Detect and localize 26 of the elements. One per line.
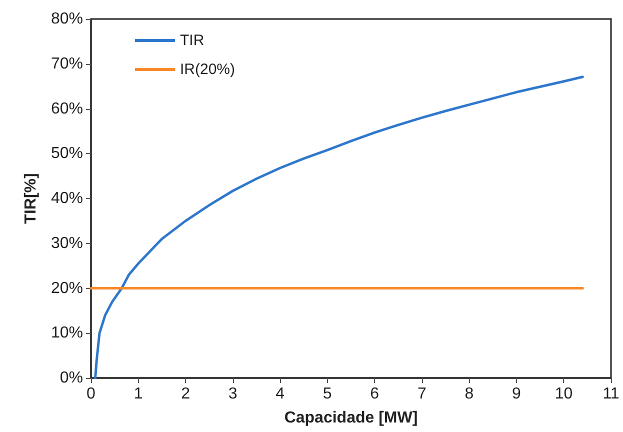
- y-tick-label: 20%: [50, 280, 83, 297]
- x-tick-label: 7: [417, 386, 426, 402]
- y-tick-label: 40%: [50, 190, 83, 207]
- x-tick-label: 11: [602, 386, 620, 402]
- x-tick-label: 0: [86, 386, 96, 402]
- x-tick-label: 9: [512, 386, 521, 402]
- line-series: [94, 76, 584, 380]
- y-tick-label: 0%: [60, 370, 83, 386]
- x-tick-label: 8: [464, 386, 474, 402]
- x-tick-label: 2: [181, 386, 190, 402]
- x-tick-label: 10: [554, 386, 573, 402]
- y-tick-label: 60%: [50, 100, 83, 118]
- y-tick-label: 70%: [50, 55, 83, 72]
- x-tick-label: 4: [276, 386, 285, 402]
- legend-label: IR(20%): [180, 61, 236, 78]
- y-tick-label: 10%: [50, 324, 83, 342]
- x-tick-label: 5: [322, 386, 332, 402]
- x-tick-label: 3: [228, 386, 238, 402]
- legend-label: TIR: [180, 32, 204, 49]
- x-tick-label: 1: [134, 386, 143, 402]
- x-axis-title: Capacidade [MW]: [284, 410, 418, 426]
- y-axis-title: TIR[%]: [22, 173, 40, 224]
- x-tick-label: 6: [370, 386, 380, 402]
- y-tick-label: 30%: [50, 234, 83, 252]
- y-tick-label: 50%: [50, 145, 83, 162]
- y-tick-label: 80%: [50, 10, 83, 28]
